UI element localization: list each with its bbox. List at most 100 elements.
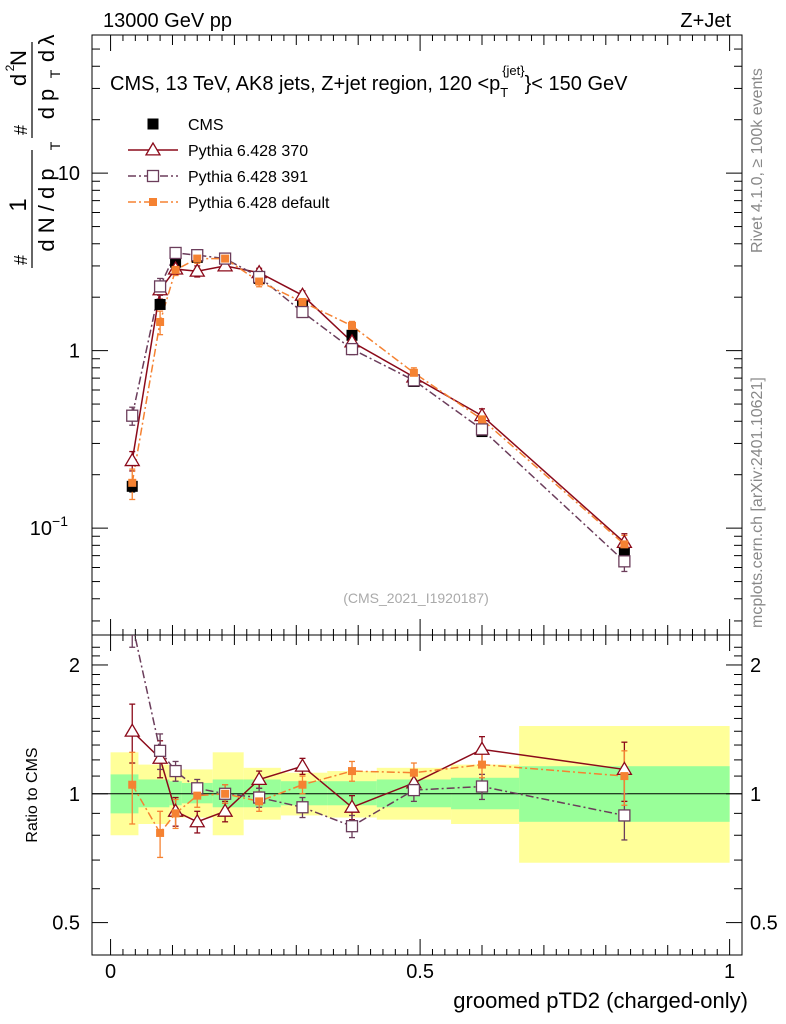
- x-axis-label: groomed pTD2 (charged-only): [453, 988, 748, 1013]
- ratio-uncertainty-bands: [110, 726, 730, 863]
- main-point-pdef: [409, 368, 418, 377]
- main-point-p370: [189, 262, 206, 277]
- analysis-watermark: (CMS_2021_I1920187): [343, 590, 489, 606]
- ratio-point-p370: [216, 803, 234, 817]
- main-point-cms: [154, 298, 166, 310]
- y-tick-label-exp: −1: [52, 513, 68, 529]
- main-point-pdef: [156, 317, 165, 326]
- ratio-plot-frame: [91, 634, 743, 956]
- main-point-pdef: [298, 297, 307, 306]
- energy-label: 13000 GeV pp: [103, 10, 232, 32]
- ratio-point-pdef: [478, 760, 486, 769]
- ratio-point-pdef: [255, 797, 264, 806]
- main-point-p391: [153, 280, 167, 293]
- main-line-pdef: [131, 257, 625, 545]
- y-tick-label-ratio: 1: [69, 784, 80, 806]
- title-sup: {jet}: [502, 63, 525, 78]
- main-point-pdef: [193, 254, 202, 263]
- ratio-axis-ticks: 0 0.5 1 0.5 0.5 1 1 2 2: [52, 635, 778, 983]
- ylabel-one: 1: [5, 198, 32, 211]
- legend-marker-pdef: [149, 198, 157, 206]
- x-tick-label: 0.5: [406, 961, 434, 983]
- ylabel-dpt-sub: T: [47, 69, 63, 78]
- ratio-point-p391: [296, 801, 309, 814]
- ylabel-dpt: d p: [34, 89, 59, 120]
- main-point-pdef: [620, 540, 629, 549]
- ratio-point-p391: [127, 618, 138, 629]
- main-point-pdef: [221, 254, 230, 263]
- main-point-pdef: [348, 321, 356, 330]
- ratio-point-p370: [124, 722, 141, 737]
- ratio-point-p370: [343, 798, 361, 813]
- ratio-point-pdef: [298, 780, 307, 789]
- main-point-p370: [216, 257, 234, 272]
- legend-marker-p391: [146, 169, 160, 183]
- ylabel-d2: d: [6, 74, 31, 86]
- y-tick-label-ratio-right: 1: [750, 784, 761, 806]
- ratio-point-pdef: [156, 828, 165, 837]
- legend-marker-cms: [147, 118, 159, 130]
- main-point-pdef: [255, 277, 264, 286]
- y-tick-label-ratio-right: 2: [750, 655, 761, 677]
- legend-label-p370: Pythia 6.428 370: [188, 143, 308, 160]
- ratio-point-pdef: [193, 791, 202, 800]
- legend-label-pdef: Pythia 6.428 default: [188, 195, 330, 212]
- title-sub: T: [500, 85, 508, 100]
- ylabel-hash-1: #: [11, 255, 31, 265]
- ylabel-dn-dpt-sub: T: [47, 141, 63, 150]
- ylabel-N: N: [6, 50, 31, 66]
- y-tick-label-ratio-right: 0.5: [750, 913, 778, 935]
- ratio-point-p370: [251, 771, 268, 786]
- main-point-pdef: [171, 265, 180, 274]
- main-point-p391: [126, 409, 139, 422]
- ratio-point-pdef: [348, 767, 356, 776]
- y-tick-label-ratio: 2: [69, 655, 80, 677]
- ratio-y-axis-label: Ratio to CMS: [24, 747, 41, 842]
- main-point-pdef: [128, 478, 137, 487]
- ratio-point-pdef: [620, 772, 629, 781]
- ylabel-lambda: λ: [34, 35, 59, 46]
- legend-label-p391: Pythia 6.428 391: [188, 169, 308, 186]
- main-point-p391: [345, 342, 359, 356]
- main-point-cms: [618, 546, 630, 558]
- legend: CMS Pythia 6.428 370 Pythia 6.428 391 Pythi…: [128, 117, 330, 212]
- ratio-point-p391: [407, 783, 421, 797]
- main-point-p370: [124, 452, 141, 467]
- legend-label-cms: CMS: [188, 117, 224, 134]
- main-line-p370: [131, 265, 625, 544]
- main-point-p391: [296, 305, 309, 319]
- title-main: CMS, 13 TeV, AK8 jets, Z+jet region, 120…: [110, 73, 500, 95]
- y-tick-label-main: 10: [58, 163, 80, 185]
- legend-marker-p370: [144, 141, 162, 156]
- ratio-point-p391: [153, 744, 167, 757]
- main-point-p391: [618, 555, 631, 568]
- process-label: Z+Jet: [680, 10, 731, 32]
- y-tick-label-ratio: 0.5: [52, 913, 80, 935]
- main-line-p391: [131, 252, 625, 562]
- ratio-clip: [124, 618, 633, 859]
- ratio-point-p391: [169, 764, 182, 778]
- ratio-point-pdef: [128, 780, 137, 789]
- ylabel-d: d: [34, 50, 59, 62]
- main-point-p391: [475, 423, 489, 436]
- x-tick-label: 1: [724, 961, 735, 983]
- ratio-point-p370: [189, 813, 206, 828]
- main-series: [124, 246, 633, 573]
- ratio-series: [124, 618, 633, 859]
- ratio-point-p370: [473, 741, 491, 755]
- title-tail: }< 150 GeV: [525, 73, 629, 95]
- main-point-p391: [169, 246, 182, 260]
- ratio-point-p370: [294, 757, 311, 772]
- main-axis-ticks: 10 1 10−1: [30, 34, 742, 635]
- y-tick-label-main: 10−1: [30, 513, 68, 540]
- main-clip: [124, 246, 633, 573]
- rivet-info: Rivet 4.1.0, ≥ 100k events: [749, 68, 766, 253]
- ylabel-d2-exp: 2: [3, 64, 17, 71]
- ratio-point-p391: [345, 820, 359, 833]
- mcplots-info: mcplots.cern.ch [arXiv:2401.10621]: [749, 377, 766, 628]
- ylabel-dn-dpt: d N / d p: [34, 168, 59, 251]
- ratio-point-p370: [151, 750, 169, 764]
